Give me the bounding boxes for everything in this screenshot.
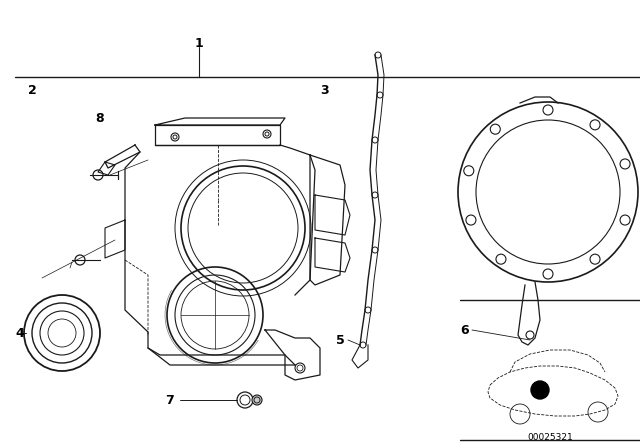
Text: 3: 3 [320, 83, 328, 96]
Circle shape [252, 395, 262, 405]
Text: 5: 5 [336, 333, 345, 346]
Text: 4: 4 [15, 327, 24, 340]
Text: 8: 8 [95, 112, 104, 125]
Text: 7: 7 [165, 393, 173, 406]
Text: 2: 2 [28, 83, 36, 96]
Circle shape [531, 381, 549, 399]
Text: 1: 1 [195, 36, 204, 49]
Text: 6: 6 [460, 323, 468, 336]
Text: 00025321: 00025321 [527, 432, 573, 441]
